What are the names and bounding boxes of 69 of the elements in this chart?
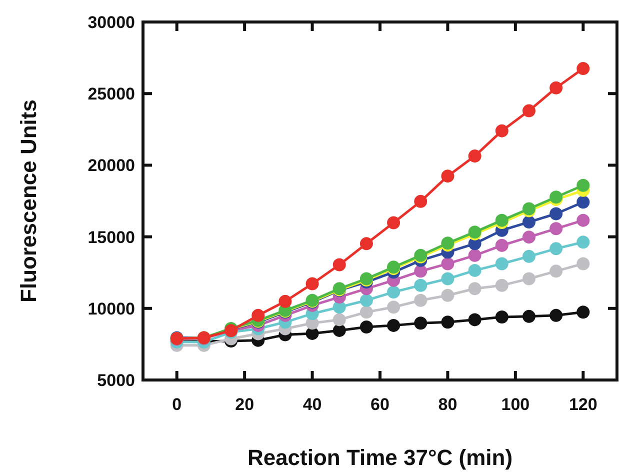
point — [360, 294, 373, 307]
point — [468, 248, 482, 262]
point — [441, 257, 454, 270]
point — [495, 238, 508, 252]
point — [306, 277, 319, 290]
point — [495, 257, 508, 270]
point — [468, 264, 482, 277]
y-tick-label: 15000 — [88, 228, 135, 247]
point — [278, 294, 292, 308]
point — [441, 170, 454, 183]
point — [576, 196, 590, 209]
x-axis-title: Reaction Time 37°C (min) — [247, 445, 513, 470]
point — [550, 81, 563, 94]
point — [414, 278, 428, 292]
point — [252, 308, 265, 322]
y-tick-label: 10000 — [88, 299, 135, 318]
point — [332, 324, 346, 337]
point — [414, 264, 428, 278]
point — [550, 308, 563, 322]
y-tick-label: 30000 — [88, 13, 135, 32]
y-axis-title: Fluorescence Units — [16, 100, 41, 302]
point — [387, 318, 400, 332]
point — [550, 264, 563, 278]
point — [495, 124, 508, 138]
point — [550, 190, 563, 204]
point — [468, 313, 482, 326]
point — [414, 194, 428, 208]
y-tick-label: 20000 — [88, 156, 135, 176]
point — [387, 286, 400, 299]
x-tick-label: 0 — [172, 395, 182, 414]
point — [522, 216, 536, 229]
point — [576, 178, 590, 192]
point — [441, 288, 454, 302]
point — [495, 310, 508, 324]
point — [414, 316, 428, 330]
point — [387, 216, 400, 230]
point — [576, 62, 590, 76]
y-tick-label: 25000 — [88, 84, 135, 104]
point — [522, 272, 536, 286]
point — [468, 282, 482, 296]
point — [332, 313, 346, 326]
x-tick-label: 60 — [370, 395, 390, 414]
x-tick-label: 120 — [568, 395, 598, 414]
point — [414, 294, 428, 307]
point — [576, 257, 590, 270]
point — [550, 222, 563, 236]
x-tick-label: 40 — [302, 395, 322, 414]
y-tick-label: 5000 — [97, 371, 135, 390]
point — [495, 278, 508, 292]
point — [360, 237, 373, 250]
point — [522, 250, 536, 263]
point — [576, 236, 590, 249]
point — [360, 306, 373, 319]
point — [441, 272, 454, 286]
point — [387, 300, 400, 314]
point — [522, 230, 536, 244]
point — [576, 306, 590, 319]
point — [468, 150, 482, 163]
point — [332, 258, 346, 272]
x-tick-label: 80 — [438, 395, 458, 414]
point — [550, 207, 563, 220]
point — [360, 320, 373, 334]
point — [576, 214, 590, 227]
point — [550, 242, 563, 256]
point — [522, 310, 536, 323]
point — [522, 104, 536, 118]
point — [441, 316, 454, 329]
x-tick-label: 100 — [501, 395, 530, 414]
x-tick-label: 20 — [235, 395, 254, 414]
